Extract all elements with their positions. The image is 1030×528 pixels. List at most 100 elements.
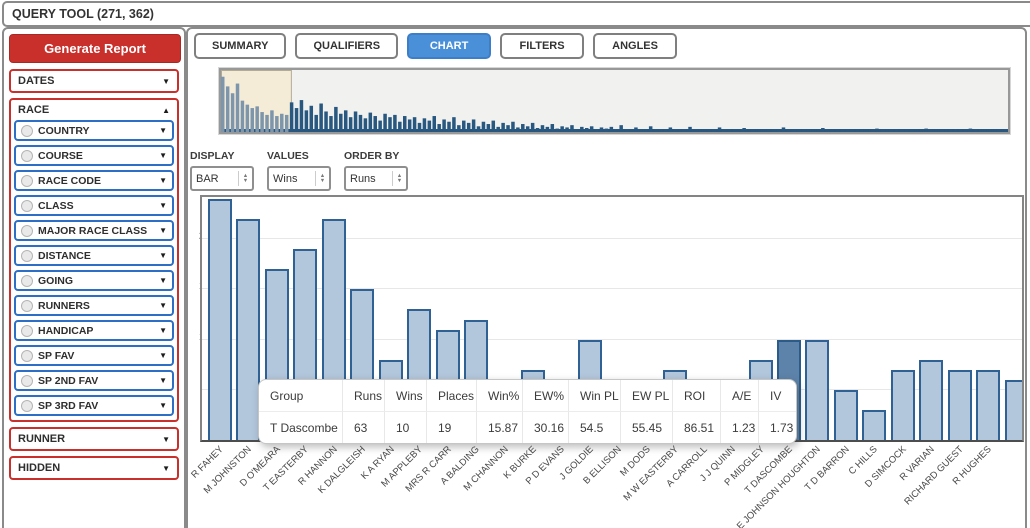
sidebar-item-dates[interactable]: DATES ▼ (9, 69, 179, 93)
chart-bar[interactable] (805, 339, 830, 440)
overview-bar (806, 129, 810, 132)
overview-bar (919, 129, 923, 132)
chart-bar[interactable] (833, 389, 858, 440)
tooltip-header-cell: Win% (476, 380, 522, 411)
tab-chart[interactable]: CHART (407, 33, 492, 59)
overview-bar (466, 122, 471, 132)
sidebar-subitem-going[interactable]: GOING ▼ (14, 270, 174, 291)
overview-bar (373, 116, 377, 132)
overview-bar (885, 129, 889, 132)
chevron-down-icon: ▼ (162, 463, 170, 473)
radio-icon[interactable] (21, 274, 33, 287)
sidebar-group-race: RACE ▲ COUNTRY ▼ COURSE ▼ RACE CODE ▼ CLASS ▼ MAJO… (9, 98, 179, 422)
sidebar-subitem-label: DISTANCE (38, 249, 91, 262)
tooltip-value-cell: 63 (342, 411, 384, 443)
tooltip-row: T Dascombe 63 10 19 15.87 30.16 54.5 55.45 86.51… (259, 411, 796, 443)
overview-bar (540, 125, 545, 132)
sidebar-subitem-label: CLASS (38, 199, 74, 212)
chevron-down-icon: ▼ (159, 351, 167, 360)
overview-bar (830, 129, 835, 132)
sidebar-subitem-runners[interactable]: RUNNERS ▼ (14, 295, 174, 316)
tooltip-header-cell: A/E (720, 380, 758, 411)
radio-icon[interactable] (21, 299, 33, 312)
tab-filters[interactable]: FILTERS (500, 33, 585, 59)
page-title: QUERY TOOL (271, 362) (12, 7, 154, 21)
radio-icon[interactable] (21, 199, 33, 212)
overview-bar (422, 118, 427, 132)
chevron-down-icon: ▼ (159, 276, 167, 285)
sidebar-item-race[interactable]: RACE ▲ (11, 100, 177, 120)
overview-bar (934, 129, 938, 132)
chart-bar[interactable] (1004, 379, 1022, 440)
overview-bar (339, 113, 343, 132)
chart-bar[interactable] (862, 409, 887, 440)
tab-qualifiers[interactable]: QUALIFIERS (295, 33, 399, 59)
sidebar-subitem-label: SP 2ND FAV (38, 374, 99, 387)
tab-angles[interactable]: ANGLES (593, 33, 678, 59)
radio-icon[interactable] (21, 124, 33, 137)
select-order-by[interactable]: Runs ▲ ▼ (344, 166, 408, 191)
spinner-icon: ▲ ▼ (238, 171, 252, 186)
overview-bar (334, 106, 338, 132)
overview-bar (378, 120, 382, 132)
sidebar-subitem-major-race-class[interactable]: MAJOR RACE CLASS ▼ (14, 220, 174, 241)
radio-icon[interactable] (21, 174, 33, 187)
overview-bar (668, 127, 673, 132)
sidebar-subitem-sp-2nd-fav[interactable]: SP 2ND FAV ▼ (14, 370, 174, 391)
tab-bar: SUMMARY QUALIFIERS CHART FILTERS ANGLES (194, 33, 686, 59)
control-display: DISPLAY BAR ▲ ▼ (190, 150, 254, 191)
tab-summary[interactable]: SUMMARY (194, 33, 287, 59)
sidebar-subitem-label: GOING (38, 274, 74, 287)
radio-icon[interactable] (21, 249, 33, 262)
radio-icon[interactable] (21, 149, 33, 162)
overview-bar (1003, 129, 1007, 132)
sidebar-subitem-sp-fav[interactable]: SP FAV ▼ (14, 345, 174, 366)
overview-bar (732, 129, 737, 132)
overview-bar (904, 129, 909, 132)
overview-bar (289, 102, 294, 132)
overview-bar (575, 129, 579, 132)
radio-icon[interactable] (21, 349, 33, 362)
chevron-down-icon: ▼ (159, 301, 167, 310)
radio-icon[interactable] (21, 399, 33, 412)
overview-bar (742, 128, 746, 132)
chart-bar[interactable] (976, 369, 1001, 440)
sidebar-subitem-race-code[interactable]: RACE CODE ▼ (14, 170, 174, 191)
tooltip-header-cell: IV (758, 380, 796, 411)
overview-histogram-svg[interactable] (221, 70, 1008, 132)
select-values[interactable]: Wins ▲ ▼ (267, 166, 331, 191)
sidebar-subitem-class[interactable]: CLASS ▼ (14, 195, 174, 216)
chart-bar[interactable] (947, 369, 972, 440)
chart-bar[interactable] (919, 359, 944, 440)
radio-icon[interactable] (21, 374, 33, 387)
select-display[interactable]: BAR ▲ ▼ (190, 166, 254, 191)
tooltip-value-cell: 10 (384, 411, 426, 443)
sidebar-subitem-course[interactable]: COURSE ▼ (14, 145, 174, 166)
overview-brush-chart[interactable] (218, 67, 1011, 135)
chevron-down-icon: ▼ (159, 226, 167, 235)
sidebar-subitem-label: MAJOR RACE CLASS (38, 224, 148, 237)
tooltip-header-cell: Runs (342, 380, 384, 411)
chart-bar[interactable] (208, 199, 232, 440)
overview-bar (240, 100, 245, 132)
radio-icon[interactable] (21, 324, 33, 337)
overview-bar (417, 122, 422, 132)
generate-report-button[interactable]: Generate Report (9, 34, 181, 63)
overview-bar (383, 113, 387, 132)
chart-bar[interactable] (890, 369, 915, 440)
overview-bar (471, 119, 476, 132)
sidebar-subitem-distance[interactable]: DISTANCE ▼ (14, 245, 174, 266)
overview-bar (693, 129, 697, 132)
radio-icon[interactable] (21, 224, 33, 237)
tooltip-header-cell: Group (270, 389, 304, 403)
sidebar-item-hidden[interactable]: HIDDEN ▼ (9, 456, 179, 480)
chart-bar[interactable] (236, 219, 261, 440)
overview-bar (968, 128, 973, 132)
overview-bar (594, 129, 599, 132)
sidebar-subitem-handicap[interactable]: HANDICAP ▼ (14, 320, 174, 341)
overview-bar (634, 127, 638, 132)
sidebar-subitem-sp-3rd-fav[interactable]: SP 3RD FAV ▼ (14, 395, 174, 416)
sidebar-item-runner[interactable]: RUNNER ▼ (9, 427, 179, 451)
overview-bar (703, 129, 707, 132)
sidebar-subitem-country[interactable]: COUNTRY ▼ (14, 120, 174, 141)
